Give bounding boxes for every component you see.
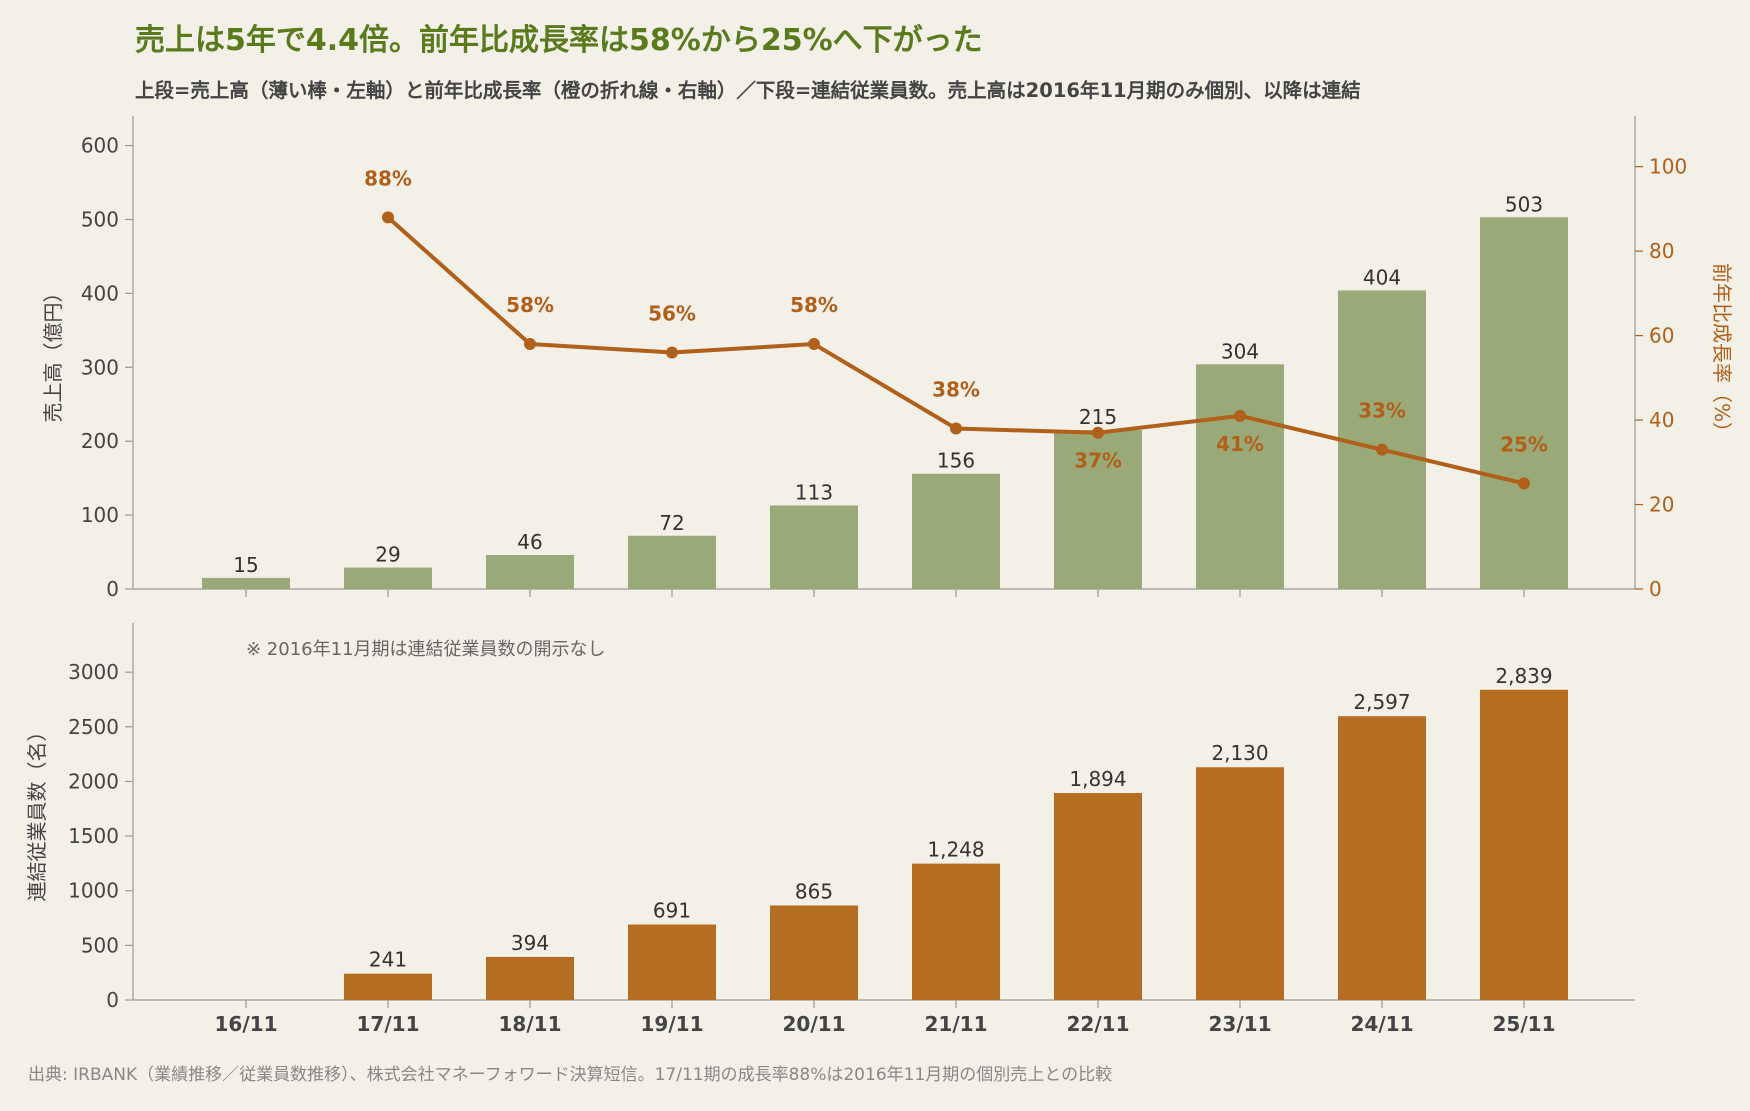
revenue-value-label: 503 bbox=[1505, 192, 1543, 216]
employee-y-tick-label: 3000 bbox=[68, 660, 119, 684]
x-tick-label: 25/11 bbox=[1493, 1012, 1556, 1036]
revenue-bar bbox=[770, 505, 858, 589]
employee-bar bbox=[344, 973, 432, 1000]
employee-value-label: 691 bbox=[653, 898, 691, 922]
growth-value-label: 41% bbox=[1216, 432, 1264, 456]
x-tick-label: 22/11 bbox=[1067, 1012, 1130, 1036]
revenue-bar bbox=[1338, 290, 1426, 589]
revenue-value-label: 15 bbox=[233, 553, 258, 577]
growth-y-tick-label: 60 bbox=[1649, 324, 1674, 348]
revenue-value-label: 72 bbox=[659, 511, 684, 535]
revenue-y-tick-label: 500 bbox=[81, 207, 119, 231]
growth-value-label: 38% bbox=[932, 378, 980, 402]
growth-value-label: 56% bbox=[648, 302, 696, 326]
revenue-y-tick-label: 200 bbox=[81, 429, 119, 453]
growth-value-label: 88% bbox=[364, 166, 412, 190]
growth-value-label: 58% bbox=[790, 293, 838, 317]
revenue-value-label: 156 bbox=[937, 449, 975, 473]
employee-bar bbox=[1480, 689, 1568, 1000]
employee-y-axis-label: 連結従業員数（名） bbox=[25, 722, 49, 902]
employee-y-tick-label: 500 bbox=[81, 933, 119, 957]
growth-value-label: 33% bbox=[1358, 399, 1406, 423]
employee-bar bbox=[1054, 793, 1142, 1000]
employee-value-label: 241 bbox=[369, 948, 407, 972]
employee-value-label: 1,248 bbox=[927, 838, 984, 862]
growth-point bbox=[808, 338, 820, 351]
x-tick-label: 17/11 bbox=[357, 1012, 420, 1036]
employee-y-tick-label: 1000 bbox=[68, 879, 119, 903]
employee-note: ※ 2016年11月期は連結従業員数の開示なし bbox=[246, 639, 606, 660]
growth-point bbox=[950, 422, 962, 435]
revenue-bar bbox=[1480, 217, 1568, 589]
employee-y-tick-label: 2000 bbox=[68, 769, 119, 793]
growth-value-label: 58% bbox=[506, 293, 554, 317]
employee-value-label: 1,894 bbox=[1069, 767, 1126, 791]
employee-value-label: 2,130 bbox=[1211, 741, 1268, 765]
x-tick-label: 18/11 bbox=[499, 1012, 562, 1036]
revenue-value-label: 304 bbox=[1221, 339, 1259, 363]
growth-point bbox=[1234, 409, 1246, 422]
x-tick-label: 19/11 bbox=[641, 1012, 704, 1036]
revenue-bar bbox=[202, 577, 290, 589]
growth-y-axis-label: 前年比成長率（%） bbox=[1710, 263, 1734, 442]
employee-y-tick-label: 0 bbox=[106, 988, 119, 1012]
growth-point bbox=[1092, 426, 1104, 439]
employee-value-label: 2,839 bbox=[1495, 664, 1552, 688]
revenue-value-label: 404 bbox=[1363, 265, 1401, 289]
employee-bar bbox=[912, 863, 1000, 1000]
x-tick-label: 21/11 bbox=[925, 1012, 988, 1036]
revenue-y-tick-label: 400 bbox=[81, 281, 119, 305]
growth-y-tick-label: 80 bbox=[1649, 239, 1674, 263]
revenue-bar bbox=[628, 535, 716, 589]
growth-value-label: 37% bbox=[1074, 449, 1122, 473]
chart-subtitle: 上段=売上高（薄い棒・左軸）と前年比成長率（橙の折れ線・右軸）／下段=連結従業員… bbox=[135, 79, 1361, 102]
x-tick-label: 20/11 bbox=[783, 1012, 846, 1036]
growth-y-tick-label: 40 bbox=[1649, 408, 1674, 432]
source-note: 出典: IRBANK（業績推移／従業員数推移）、株式会社マネーフォワード決算短信… bbox=[28, 1065, 1112, 1085]
employee-value-label: 865 bbox=[795, 879, 833, 903]
revenue-bar bbox=[1054, 430, 1142, 589]
employee-value-label: 2,597 bbox=[1353, 690, 1410, 714]
growth-y-tick-label: 20 bbox=[1649, 493, 1674, 517]
revenue-value-label: 113 bbox=[795, 480, 833, 504]
revenue-bar bbox=[1196, 364, 1284, 589]
employee-bar bbox=[486, 956, 574, 1000]
growth-value-label: 25% bbox=[1500, 432, 1548, 456]
growth-y-tick-label: 0 bbox=[1649, 577, 1662, 601]
revenue-y-tick-label: 0 bbox=[106, 577, 119, 601]
employee-y-tick-label: 1500 bbox=[68, 824, 119, 848]
growth-point bbox=[524, 338, 536, 351]
employee-bar bbox=[1196, 767, 1284, 1000]
x-tick-label: 23/11 bbox=[1209, 1012, 1272, 1036]
x-tick-label: 24/11 bbox=[1351, 1012, 1414, 1036]
growth-point bbox=[1518, 477, 1530, 490]
revenue-y-tick-label: 100 bbox=[81, 503, 119, 527]
revenue-bar bbox=[912, 473, 1000, 589]
x-tick-label: 16/11 bbox=[215, 1012, 278, 1036]
revenue-value-label: 215 bbox=[1079, 405, 1117, 429]
employee-y-tick-label: 2500 bbox=[68, 715, 119, 739]
employee-bar bbox=[628, 924, 716, 1000]
revenue-value-label: 29 bbox=[375, 543, 400, 567]
growth-point bbox=[1376, 443, 1388, 456]
chart-title: 売上は5年で4.4倍。前年比成長率は58%から25%へ下がった bbox=[135, 23, 983, 58]
revenue-y-axis-label: 売上高（億円） bbox=[41, 283, 65, 423]
growth-point bbox=[382, 211, 394, 224]
employee-bar bbox=[770, 905, 858, 1000]
growth-point bbox=[666, 346, 678, 359]
revenue-bar bbox=[486, 555, 574, 589]
revenue-bar bbox=[344, 567, 432, 589]
revenue-y-tick-label: 300 bbox=[81, 355, 119, 379]
employee-value-label: 394 bbox=[511, 931, 549, 955]
employee-bar bbox=[1338, 716, 1426, 1000]
revenue-y-tick-label: 600 bbox=[81, 134, 119, 158]
growth-y-tick-label: 100 bbox=[1649, 155, 1687, 179]
revenue-value-label: 46 bbox=[517, 530, 542, 554]
